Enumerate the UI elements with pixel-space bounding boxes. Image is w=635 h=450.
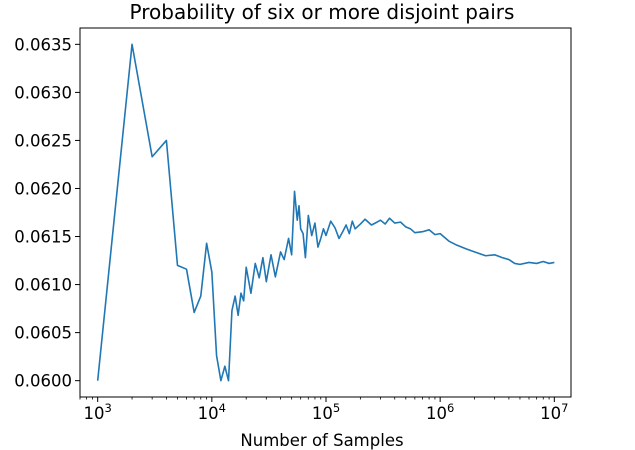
y-tick-label-4: 0.0620 — [14, 179, 72, 198]
y-tick-label-6: 0.0630 — [14, 83, 72, 102]
x-axis-ticks: 103 104 105 106 107 — [79, 397, 568, 423]
y-tick-label-0: 0.0600 — [14, 372, 72, 391]
y-tick-label-2: 0.0610 — [14, 276, 72, 295]
y-tick-label-7: 0.0635 — [14, 35, 72, 54]
y-tick-label-3: 0.0615 — [14, 228, 72, 247]
plot-area — [96, 43, 555, 382]
x-axis-label: Number of Samples — [240, 431, 403, 450]
y-tick-label-1: 0.0605 — [14, 324, 72, 343]
chart-title: Probability of six or more disjoint pair… — [130, 0, 515, 24]
y-tick-label-5: 0.0625 — [14, 131, 72, 150]
series-line-0 — [96, 43, 555, 382]
x-tick-label-1: 104 — [198, 401, 226, 423]
axes-frame — [79, 27, 572, 398]
y-axis-ticks: 0.0600 0.0605 0.0610 0.0615 0.0620 0.0625 0.06… — [14, 35, 80, 391]
x-tick-label-2: 105 — [312, 401, 340, 423]
x-tick-label-0: 103 — [84, 401, 112, 423]
x-tick-label-3: 106 — [426, 401, 454, 423]
x-tick-label-4: 107 — [540, 401, 568, 423]
